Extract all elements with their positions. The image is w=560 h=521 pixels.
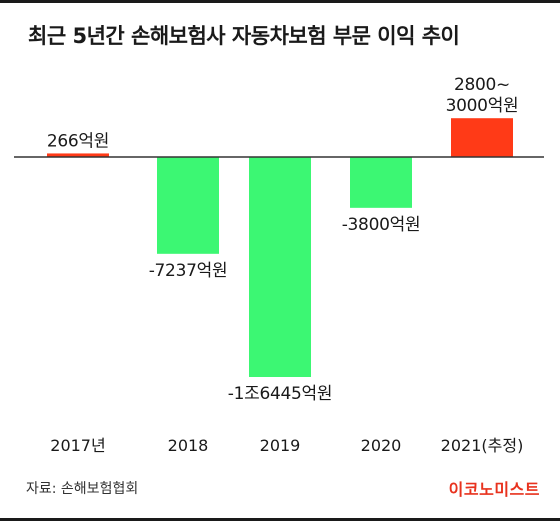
top-rule	[0, 0, 560, 3]
bar-3	[350, 157, 412, 208]
value-label-4-1: 3000억원	[446, 96, 519, 116]
bar-2	[249, 157, 311, 377]
category-label-0: 2017년	[50, 436, 105, 455]
value-label-2: -1조6445억원	[228, 384, 332, 404]
bar-4	[451, 118, 513, 157]
bar-0	[47, 153, 109, 157]
bottom-rule	[0, 518, 560, 521]
bar-1	[157, 157, 219, 254]
category-label-3: 2020	[361, 436, 402, 455]
value-label-3: -3800억원	[342, 215, 421, 235]
category-label-4: 2021(추정)	[441, 436, 524, 455]
value-label-4-0: 2800~	[454, 75, 510, 95]
category-label-1: 2018	[168, 436, 209, 455]
category-label-2: 2019	[260, 436, 301, 455]
brand-logo: 이코노미스트	[448, 480, 540, 499]
chart-title: 최근 5년간 손해보험사 자동차보험 부문 이익 추이	[28, 24, 460, 48]
value-label-0: 266억원	[47, 131, 109, 151]
value-label-1: -7237억원	[149, 261, 228, 281]
source-note: 자료: 손해보험협회	[26, 481, 139, 497]
